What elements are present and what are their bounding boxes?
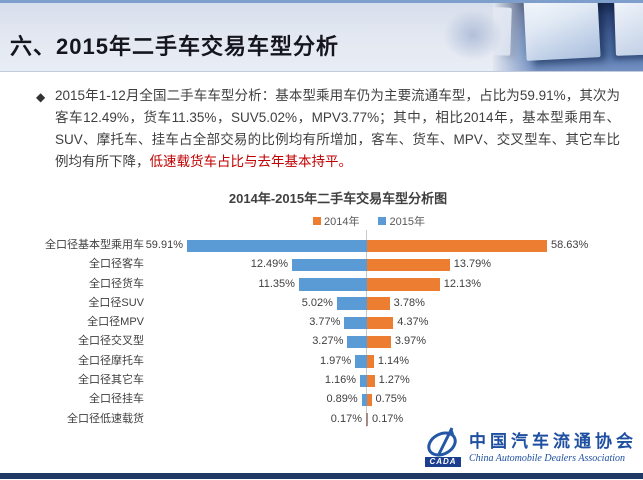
cada-name-chinese: 中国汽车流通协会 [469, 432, 637, 451]
legend-label: 2014年 [324, 216, 360, 228]
category-label: 全口径摩托车 [78, 354, 144, 367]
cada-logo-text: 中国汽车流通协会 China Automobile Dealers Associ… [469, 427, 637, 464]
value-label-2014年: 3.97% [394, 335, 427, 348]
value-label-2015年: 11.35% [258, 277, 295, 290]
value-label-2015年: 0.17% [330, 412, 362, 425]
bar-2015年 [187, 239, 367, 252]
value-label-2015年: 0.89% [326, 393, 358, 406]
header-decoration-cubes [493, 3, 643, 71]
category-label: 全口径货车 [89, 277, 144, 290]
bar-2015年 [360, 374, 367, 388]
legend-swatch-icon [313, 217, 321, 225]
legend-swatch-icon [378, 217, 387, 225]
value-label-2015年: 12.49% [250, 258, 289, 271]
category-label: 全口径挂车 [89, 393, 144, 406]
cada-emblem: CADA [423, 427, 463, 467]
cada-logo-icon [427, 427, 457, 457]
bar-2014年 [367, 413, 369, 426]
value-label-2014年: 13.79% [453, 258, 492, 271]
value-label-2014年: 4.37% [397, 316, 429, 329]
chart-row: 全口径其它车 1.16% 1.27% [0, 371, 643, 390]
value-label-2015年: 5.02% [301, 296, 333, 309]
diverging-bar-chart: 全口径基本型乘用车 59.91% 58.63% 全口径客车 12.49% 13.79% 全口… [0, 236, 643, 429]
bar-2014年 [367, 374, 375, 388]
cada-abbr: CADA [425, 457, 461, 467]
bar-2014年 [367, 316, 394, 330]
category-label: 全口径交叉型 [78, 335, 144, 348]
bar-2015年 [361, 393, 367, 407]
value-label-2015年: 3.77% [309, 316, 341, 329]
cada-name-english: China Automobile Dealers Association [469, 453, 626, 464]
bar-2014年 [367, 278, 440, 291]
chart-row: 全口径挂车 0.89% 0.75% [0, 390, 643, 409]
bar-2015年 [347, 335, 367, 349]
value-label-2015年: 1.16% [324, 374, 357, 387]
value-label-2014年: 0.75% [375, 393, 407, 406]
chart-legend: 2014年 2015年 [313, 213, 425, 229]
legend-item: 2014年 [313, 213, 359, 229]
category-label: 全口径基本型乘用车 [45, 239, 144, 251]
chart-row: 全口径客车 12.49% 13.79% [0, 255, 643, 274]
chart-row: 全口径货车 11.35% 12.13% [0, 275, 643, 294]
value-label-2015年: 59.91% [145, 239, 183, 251]
bar-2015年 [292, 258, 367, 272]
cada-logo: CADA 中国汽车流通协会 China Automobile Dealers A… [423, 427, 637, 467]
slide-header: 六、2015年二手车交易车型分析 [0, 0, 643, 72]
category-label: 全口径SUV [88, 296, 144, 309]
value-label-2014年: 1.14% [377, 354, 410, 367]
legend-item: 2015年 [378, 213, 425, 229]
diamond-bullet-icon: ◆ [36, 90, 46, 104]
bar-2014年 [367, 258, 450, 272]
intro-paragraph: ◆ 2015年1-12月全国二手车车型分析：基本型乘用车仍为主要流通车型，占比为5… [36, 85, 620, 173]
bar-2015年 [355, 355, 367, 368]
value-label-2014年: 12.13% [443, 277, 482, 290]
intro-text-highlight: 低速载货车占比与去年基本持平。 [149, 154, 353, 169]
legend-label: 2015年 [389, 216, 425, 228]
category-label: 全口径MPV [87, 316, 144, 329]
value-label-2015年: 3.27% [312, 335, 344, 348]
page-title: 六、2015年二手车交易车型分析 [10, 34, 339, 59]
category-label: 全口径客车 [89, 258, 144, 271]
chart-row: 全口径基本型乘用车 59.91% 58.63% [0, 236, 643, 255]
chart-row: 全口径交叉型 3.27% 3.97% [0, 332, 643, 351]
bar-2015年 [336, 297, 367, 310]
bar-2015年 [344, 316, 367, 330]
category-label: 全口径低速载货 [67, 412, 144, 425]
bar-2015年 [298, 278, 367, 291]
value-label-2014年: 3.78% [393, 296, 425, 309]
chart-row: 全口径MPV 3.77% 4.37% [0, 313, 643, 332]
intro-text: 2015年1-12月全国二手车车型分析：基本型乘用车仍为主要流通车型，占比为59… [55, 88, 620, 169]
bar-2014年 [367, 355, 374, 368]
bar-2015年 [365, 413, 367, 426]
bottom-accent-bar [0, 473, 643, 479]
category-label: 全口径其它车 [78, 374, 144, 387]
map-watermark [443, 9, 503, 61]
bar-2014年 [367, 297, 390, 310]
bar-2014年 [367, 239, 547, 252]
bar-2014年 [367, 393, 372, 407]
chart-row: 全口径低速载货 0.17% 0.17% [0, 410, 643, 429]
chart-title: 2014年-2015年二手车交易车型分析图 [228, 191, 448, 206]
cube-icon [614, 3, 643, 56]
value-label-2015年: 1.97% [319, 354, 352, 367]
value-label-2014年: 0.17% [372, 412, 404, 425]
bar-2014年 [367, 335, 391, 349]
chart-row: 全口径摩托车 1.97% 1.14% [0, 352, 643, 371]
chart-row: 全口径SUV 5.02% 3.78% [0, 294, 643, 313]
value-label-2014年: 58.63% [551, 239, 589, 251]
value-label-2014年: 1.27% [378, 374, 410, 387]
